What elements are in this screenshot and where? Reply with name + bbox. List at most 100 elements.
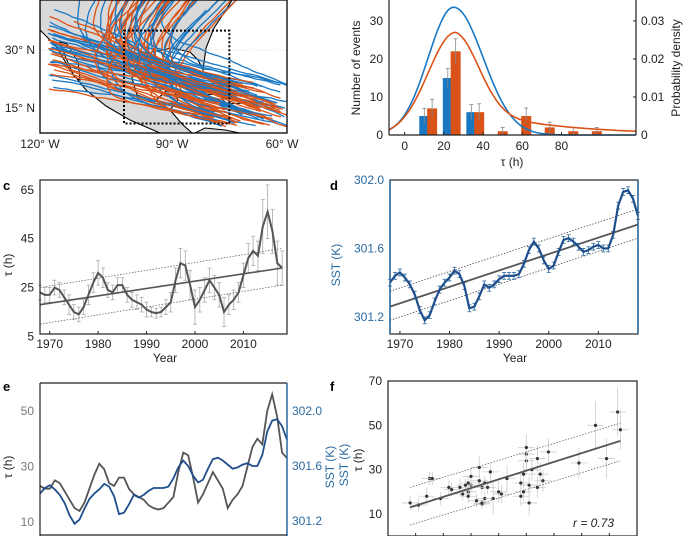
- d-ylabel: SST (K): [329, 244, 343, 286]
- storm-track: [105, 0, 215, 118]
- data-point: [535, 456, 540, 461]
- x-tick-label: 60: [516, 139, 530, 153]
- panel-f-scatter: f τ (h) r = 0.73 SST (K) 10 30 50 70: [330, 374, 638, 537]
- x-tick-label: 1970: [36, 337, 63, 351]
- panel-d-sst-timeseries: d SST (K) Year 1970 1980 1990 2000 2010 301.2…: [329, 173, 640, 365]
- panel-c-tau-timeseries: c τ (h) Year 1970 1980 1990 2000 2010 5 25 45 65: [1, 178, 288, 365]
- tau-line: [39, 208, 283, 316]
- data-point: [466, 481, 470, 485]
- sst-line: [389, 188, 640, 323]
- data-point: [497, 490, 501, 494]
- confidence-lower: [39, 284, 283, 325]
- data-point: [447, 485, 451, 489]
- storm-track: [164, 0, 220, 93]
- y-tick-label: 30: [21, 460, 35, 474]
- storm-track: [138, 0, 225, 101]
- x-tick-label: 2000: [535, 337, 562, 351]
- data-point: [527, 501, 531, 505]
- b-ylabel: Number of events: [349, 21, 363, 116]
- panel-label-f: f: [330, 379, 335, 394]
- storm-track: [105, 0, 281, 110]
- storm-track: [161, 0, 287, 86]
- data-point: [616, 410, 620, 414]
- f-annotation: r = 0.73: [573, 516, 614, 530]
- d-xlabel: Year: [503, 351, 527, 365]
- data-point: [604, 456, 609, 461]
- storm-track: [172, 0, 248, 115]
- y-tick-label: 301.2: [354, 310, 384, 324]
- y-tick-label: 20: [370, 52, 384, 66]
- x-tick-label: 1990: [133, 337, 160, 351]
- storm-track: [47, 39, 265, 94]
- south-america: [194, 127, 241, 133]
- data-point: [474, 499, 479, 503]
- bar-blue: [466, 112, 477, 135]
- storm-track: [54, 9, 262, 87]
- data-point: [488, 470, 492, 474]
- y-tick-label: 45: [21, 232, 35, 246]
- lon-tick-90w: 90° W: [156, 137, 189, 151]
- confidence-upper: [410, 422, 621, 488]
- sst-line: [39, 418, 288, 526]
- y-tick-label: 10: [370, 90, 384, 104]
- y-tick-label: 301.6: [354, 241, 384, 255]
- storm-track: [134, 0, 277, 104]
- storm-track: [138, 0, 254, 83]
- panel-label-e: e: [3, 379, 10, 394]
- data-point: [458, 485, 462, 489]
- y-tick-label: 301.2: [292, 514, 322, 528]
- lat-tick-30n: 30° N: [5, 43, 35, 57]
- panel-a-map: 30° N 15° N 120° W 90° W 60° W: [5, 0, 299, 151]
- storm-track: [51, 43, 264, 120]
- data-point: [469, 474, 473, 478]
- fit-line: [409, 439, 621, 509]
- c-xlabel: Year: [153, 351, 177, 365]
- panel-label-d: d: [330, 178, 338, 193]
- storm-track: [118, 0, 223, 93]
- storm-track: [94, 0, 221, 104]
- x-tick-label: 1990: [486, 337, 513, 351]
- data-point: [593, 423, 598, 427]
- e-ylabel-right: SST (K): [323, 446, 337, 488]
- bar-orange: [450, 51, 461, 135]
- data-point: [546, 450, 551, 454]
- y-tick-label: 302.0: [354, 173, 384, 187]
- data-point: [425, 494, 429, 498]
- data-point: [408, 501, 412, 505]
- storm-track: [48, 47, 261, 109]
- e-ylabel: τ (h): [1, 456, 15, 479]
- data-point: [499, 492, 504, 496]
- y-tick-label: 50: [21, 404, 35, 418]
- storm-track: [170, 0, 281, 86]
- y-tick-label: 30: [370, 14, 384, 28]
- y-tick-label-right: 0.01: [641, 90, 665, 104]
- data-point: [538, 472, 542, 476]
- x-tick-label: 2000: [182, 337, 209, 351]
- panel-e-overlay: e τ (h) SST (K) 10 30 50 301.2 301.6 302.0: [1, 379, 337, 536]
- data-point: [477, 465, 481, 470]
- x-tick-label: 2010: [230, 337, 257, 351]
- storm-track: [122, 0, 225, 111]
- data-point: [527, 483, 531, 487]
- storm-track: [136, 0, 287, 86]
- bar-orange: [427, 108, 438, 135]
- x-tick-label: 1980: [85, 337, 112, 351]
- c-ylabel: τ (h): [1, 254, 15, 277]
- y-tick-label-right: 0: [641, 128, 648, 142]
- plot-frame: [39, 179, 288, 335]
- x-tick-label: 80: [555, 139, 569, 153]
- data-point: [541, 479, 545, 483]
- lon-tick-60w: 60° W: [266, 137, 299, 151]
- data-point: [519, 481, 523, 485]
- confidence-lower: [410, 460, 621, 526]
- plot-frame: [389, 179, 639, 335]
- y-tick-label: 30: [369, 463, 383, 477]
- x-tick-label: 40: [476, 139, 490, 153]
- y-tick-label: 70: [369, 374, 383, 388]
- f-ylabel: τ (h): [351, 449, 365, 472]
- x-tick-label: 1980: [436, 337, 463, 351]
- data-point: [466, 494, 470, 498]
- y-tick-label: 65: [21, 183, 35, 197]
- data-point: [450, 488, 454, 492]
- data-point: [430, 476, 434, 481]
